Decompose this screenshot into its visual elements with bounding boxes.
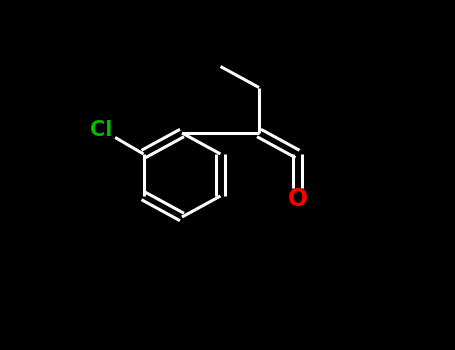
Text: O: O: [288, 188, 308, 211]
Text: Cl: Cl: [90, 119, 113, 140]
